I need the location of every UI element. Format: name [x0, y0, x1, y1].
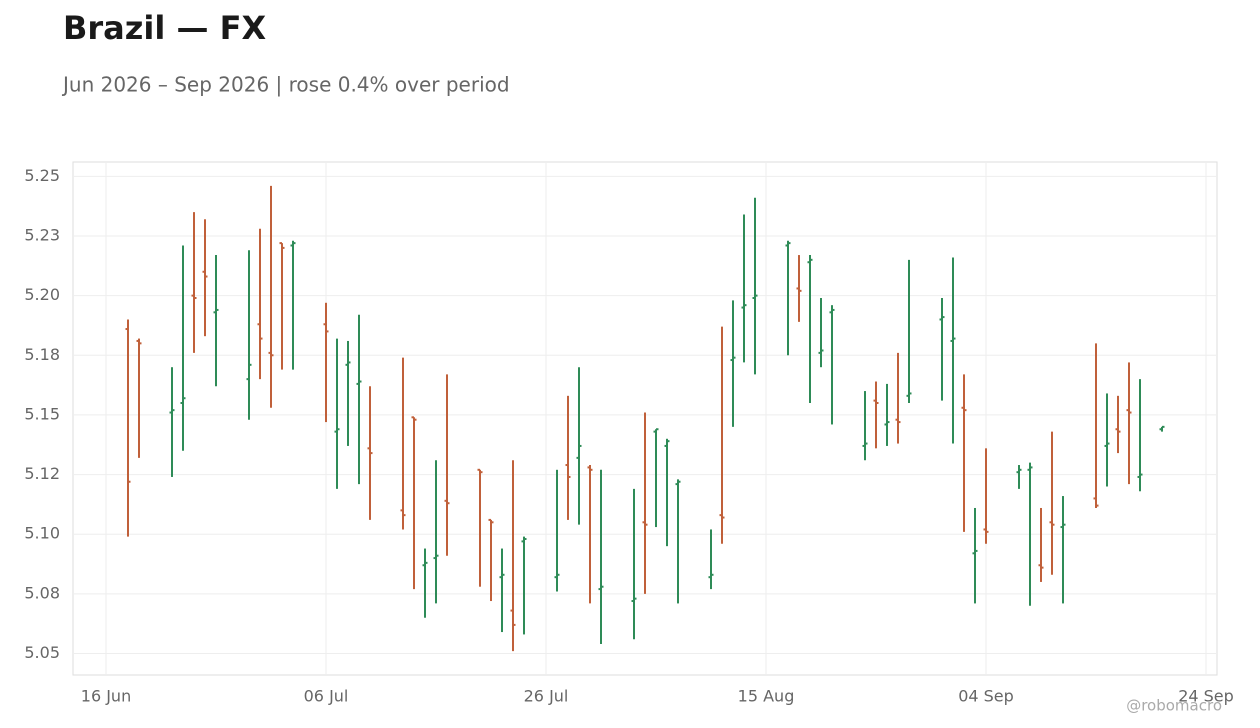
y-tick-label: 5.25	[24, 166, 60, 185]
y-tick-label: 5.05	[24, 643, 60, 662]
y-tick-label: 5.15	[24, 404, 60, 423]
x-tick-label: 26 Jul	[524, 687, 569, 706]
x-tick-label: 06 Jul	[304, 687, 349, 706]
y-tick-label: 5.18	[24, 345, 60, 364]
x-tick-label: 24 Sep	[1178, 687, 1234, 706]
y-tick-label: 5.20	[24, 285, 60, 304]
watermark: @robomacro	[1126, 697, 1222, 715]
chart-title: Brazil — FX	[63, 9, 266, 47]
plot-frame	[72, 161, 1218, 676]
y-tick-label: 5.23	[24, 225, 60, 244]
y-tick-label: 5.12	[24, 464, 60, 483]
x-tick-label: 04 Sep	[958, 687, 1014, 706]
y-tick-label: 5.10	[24, 524, 60, 543]
x-tick-label: 16 Jun	[81, 687, 131, 706]
chart-subtitle: Jun 2026 – Sep 2026 | rose 0.4% over per…	[61, 73, 510, 97]
y-tick-label: 5.08	[24, 583, 60, 602]
x-tick-label: 15 Aug	[738, 687, 795, 706]
